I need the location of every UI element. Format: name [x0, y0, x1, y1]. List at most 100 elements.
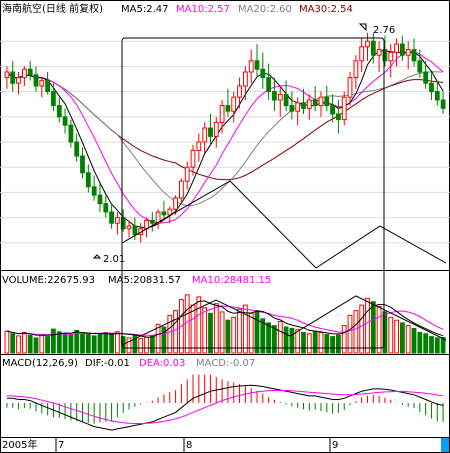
volume-bar — [80, 332, 85, 354]
year-label: 2005年 — [2, 438, 37, 451]
volume-bar — [289, 327, 295, 354]
volume-bar — [400, 322, 405, 354]
volume-bar — [359, 304, 365, 354]
macd-value-label: MACD:-0.07 — [196, 358, 255, 369]
candle-down — [225, 105, 231, 112]
candle-up — [394, 43, 400, 53]
candle-up — [388, 51, 394, 62]
candle-down — [109, 211, 114, 224]
ma20-label: MA20:2.60 — [238, 4, 292, 15]
grid-lines — [0, 40, 450, 244]
candle-up — [248, 60, 254, 73]
volume-bar — [62, 332, 68, 354]
volume-bar — [341, 325, 347, 354]
candle-up — [179, 180, 184, 199]
volume-bar — [149, 335, 155, 354]
candle-up — [16, 77, 21, 84]
volume-bar — [85, 333, 91, 354]
volume-bar — [423, 333, 429, 354]
candle-down — [266, 77, 272, 93]
volume-bar — [10, 333, 16, 354]
candle-down — [382, 49, 388, 62]
volume-bar — [144, 336, 149, 354]
volume-bar — [336, 334, 341, 354]
volume-bar — [260, 318, 266, 354]
volume-ma10-label: MA10:28481.15 — [192, 275, 271, 286]
volume-bar — [376, 306, 382, 354]
volume-bar — [190, 304, 196, 354]
volume-bar — [56, 331, 62, 354]
volume-ma10-line — [6, 305, 444, 336]
candle-down — [161, 211, 167, 216]
candle-up — [196, 141, 202, 151]
volume-bar — [440, 337, 446, 354]
candle-down — [336, 113, 341, 121]
candle-down — [429, 82, 434, 93]
candle-down — [400, 43, 405, 56]
candle-down — [312, 99, 318, 107]
candle-down — [74, 141, 80, 157]
macd-params-label: MACD(12,26,9) — [2, 358, 78, 369]
volume-bar — [74, 329, 80, 354]
drawn-trendlines — [121, 37, 447, 349]
selection-box — [121, 37, 385, 349]
volume-bar — [347, 314, 353, 354]
volume-bar — [312, 330, 318, 354]
high-annotation: 2.76 — [373, 25, 395, 36]
candle-up — [155, 211, 161, 224]
candle-down — [62, 116, 68, 126]
candle-down — [45, 79, 51, 93]
volume-bar — [266, 322, 272, 354]
ma5-label: MA5:2.47 — [121, 4, 168, 15]
candle-up — [22, 68, 27, 79]
volume-bar — [277, 321, 283, 354]
candle-down — [33, 74, 39, 87]
candle-up — [405, 49, 411, 56]
volume-bar — [33, 337, 39, 354]
volume-bar — [155, 323, 161, 354]
candle-down — [423, 71, 429, 84]
candle-down — [56, 105, 62, 118]
candle-down — [260, 68, 266, 79]
volume-bar — [91, 335, 97, 354]
volume-bar — [126, 337, 132, 354]
volume-bar — [208, 312, 213, 354]
volume-bar — [196, 296, 202, 354]
volume-bar — [388, 316, 394, 354]
candle-up — [277, 93, 283, 101]
stock-name: 海南航空(日线 前复权) — [2, 2, 103, 15]
candle-down — [434, 91, 440, 101]
volume-bar — [353, 310, 359, 354]
candle-up — [347, 77, 353, 98]
volume-bar — [417, 332, 423, 354]
volume-bar — [16, 335, 21, 354]
volume-bar — [283, 326, 289, 354]
candle-down — [330, 105, 336, 115]
volume-bar — [434, 337, 440, 354]
dea-label: DEA:0.03 — [139, 358, 185, 369]
candle-up — [306, 99, 312, 109]
candle-down — [68, 124, 74, 143]
volume-bar — [243, 304, 248, 354]
candle-down — [132, 225, 138, 235]
candle-down — [324, 96, 330, 107]
scroll-handle[interactable] — [441, 438, 449, 452]
candle-up — [243, 71, 248, 87]
ma20-line — [6, 71, 444, 207]
candle-down — [208, 127, 213, 137]
volume-bar — [254, 310, 260, 354]
price-zigzag-line — [121, 180, 447, 269]
dea-line — [6, 390, 444, 424]
volume-bar — [115, 331, 120, 354]
candle-up — [365, 40, 370, 48]
volume-bar — [365, 297, 370, 354]
candlesticks — [4, 32, 446, 243]
volume-bar — [39, 334, 45, 354]
volume-bar — [301, 332, 306, 354]
volume-bar — [27, 334, 33, 354]
volume-bar — [51, 328, 56, 354]
candle-down — [149, 219, 155, 224]
volume-bar — [167, 314, 173, 354]
candle-up — [341, 96, 347, 121]
